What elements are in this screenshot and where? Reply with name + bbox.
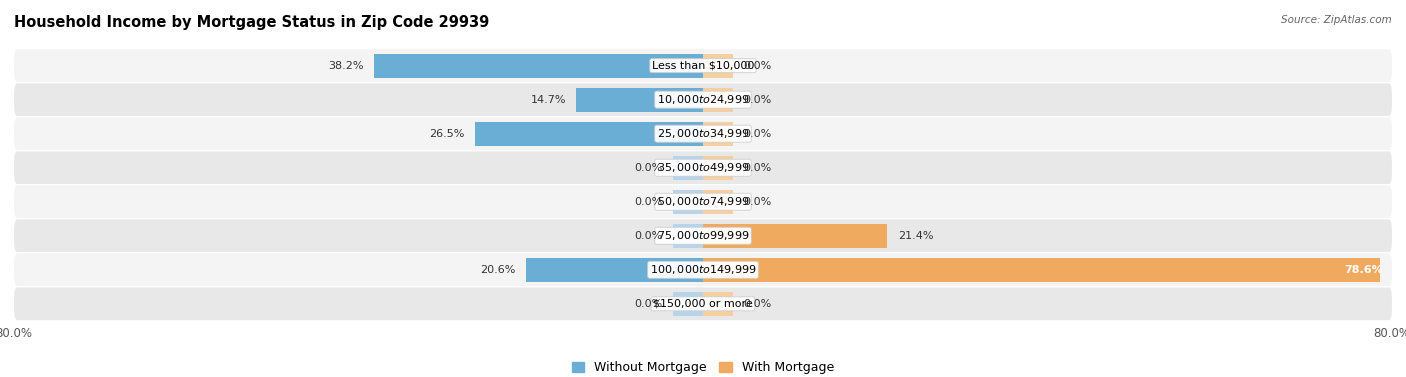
Legend: Without Mortgage, With Mortgage: Without Mortgage, With Mortgage [567, 356, 839, 377]
Text: 0.0%: 0.0% [744, 163, 772, 173]
Text: $10,000 to $24,999: $10,000 to $24,999 [657, 93, 749, 106]
Bar [374, 54, 703, 78]
FancyBboxPatch shape [14, 49, 1392, 82]
FancyBboxPatch shape [14, 253, 1392, 286]
Text: $75,000 to $99,999: $75,000 to $99,999 [657, 229, 749, 242]
Bar [673, 190, 703, 214]
Text: 14.7%: 14.7% [530, 95, 567, 105]
Bar [703, 156, 733, 179]
Text: 0.0%: 0.0% [634, 163, 662, 173]
Text: 20.6%: 20.6% [479, 265, 515, 275]
Bar [703, 258, 1379, 282]
Text: 26.5%: 26.5% [429, 129, 464, 139]
Text: 0.0%: 0.0% [634, 197, 662, 207]
Text: 78.6%: 78.6% [1344, 265, 1384, 275]
Bar [673, 224, 703, 248]
Text: $150,000 or more: $150,000 or more [654, 299, 752, 309]
Bar [703, 292, 733, 316]
Text: $25,000 to $34,999: $25,000 to $34,999 [657, 127, 749, 140]
FancyBboxPatch shape [14, 83, 1392, 116]
Text: $35,000 to $49,999: $35,000 to $49,999 [657, 161, 749, 174]
FancyBboxPatch shape [14, 219, 1392, 252]
Text: 0.0%: 0.0% [634, 231, 662, 241]
Bar [475, 122, 703, 146]
Text: 0.0%: 0.0% [634, 299, 662, 309]
Text: $50,000 to $74,999: $50,000 to $74,999 [657, 195, 749, 208]
Text: 0.0%: 0.0% [744, 197, 772, 207]
FancyBboxPatch shape [14, 288, 1392, 320]
FancyBboxPatch shape [14, 117, 1392, 150]
FancyBboxPatch shape [14, 185, 1392, 218]
Text: Less than $10,000: Less than $10,000 [652, 61, 754, 70]
Text: 21.4%: 21.4% [897, 231, 934, 241]
Text: $100,000 to $149,999: $100,000 to $149,999 [650, 263, 756, 276]
Text: 0.0%: 0.0% [744, 299, 772, 309]
Bar [673, 292, 703, 316]
Text: Source: ZipAtlas.com: Source: ZipAtlas.com [1281, 15, 1392, 25]
FancyBboxPatch shape [14, 152, 1392, 184]
Bar [526, 258, 703, 282]
Bar [703, 54, 733, 78]
Bar [703, 122, 733, 146]
Bar [703, 88, 733, 112]
Bar [673, 156, 703, 179]
Text: 0.0%: 0.0% [744, 61, 772, 70]
Bar [576, 88, 703, 112]
Text: Household Income by Mortgage Status in Zip Code 29939: Household Income by Mortgage Status in Z… [14, 15, 489, 30]
Text: 38.2%: 38.2% [328, 61, 364, 70]
Bar [703, 224, 887, 248]
Bar [703, 190, 733, 214]
Text: 0.0%: 0.0% [744, 95, 772, 105]
Text: 0.0%: 0.0% [744, 129, 772, 139]
